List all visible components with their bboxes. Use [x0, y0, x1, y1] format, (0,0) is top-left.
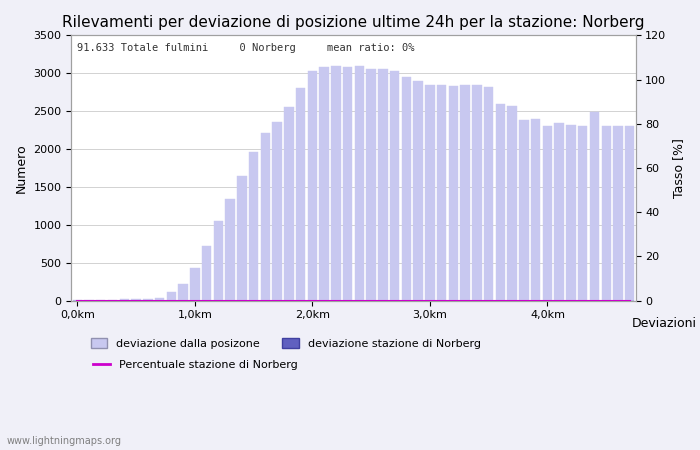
Bar: [508, 106, 517, 301]
Bar: [319, 67, 329, 301]
Bar: [590, 112, 599, 301]
Bar: [437, 86, 447, 301]
Bar: [414, 81, 423, 301]
Bar: [260, 133, 270, 301]
Bar: [578, 126, 587, 301]
Bar: [542, 126, 552, 301]
Bar: [120, 299, 129, 301]
Bar: [355, 66, 364, 301]
Bar: [202, 246, 211, 301]
Bar: [366, 69, 376, 301]
Bar: [461, 86, 470, 301]
Bar: [132, 299, 141, 301]
Legend: Percentuale stazione di Norberg: Percentuale stazione di Norberg: [89, 356, 302, 375]
Bar: [449, 86, 458, 301]
Bar: [496, 104, 505, 301]
Bar: [473, 86, 482, 301]
Bar: [519, 120, 528, 301]
Bar: [566, 125, 575, 301]
Bar: [284, 108, 293, 301]
Bar: [390, 71, 399, 301]
Bar: [108, 300, 117, 301]
Bar: [84, 300, 94, 301]
Bar: [155, 298, 164, 301]
X-axis label: Deviazioni: Deviazioni: [631, 316, 696, 329]
Bar: [143, 299, 153, 301]
Bar: [425, 86, 435, 301]
Bar: [625, 126, 634, 301]
Title: Rilevamenti per deviazione di posizione ultime 24h per la stazione: Norberg: Rilevamenti per deviazione di posizione …: [62, 15, 645, 30]
Bar: [249, 152, 258, 301]
Bar: [331, 66, 341, 301]
Bar: [601, 126, 611, 301]
Bar: [402, 77, 411, 301]
Bar: [237, 176, 246, 301]
Bar: [178, 284, 188, 301]
Text: www.lightningmaps.org: www.lightningmaps.org: [7, 436, 122, 446]
Y-axis label: Numero: Numero: [15, 143, 28, 193]
Bar: [190, 268, 199, 301]
Bar: [214, 221, 223, 301]
Bar: [531, 119, 540, 301]
Bar: [296, 88, 305, 301]
Bar: [378, 69, 388, 301]
Bar: [613, 126, 623, 301]
Bar: [225, 199, 234, 301]
Bar: [554, 123, 564, 301]
Bar: [167, 292, 176, 301]
Bar: [272, 122, 282, 301]
Bar: [343, 67, 352, 301]
Bar: [308, 71, 317, 301]
Text: 91.633 Totale fulmini     0 Norberg     mean ratio: 0%: 91.633 Totale fulmini 0 Norberg mean rat…: [77, 43, 414, 53]
Bar: [484, 87, 494, 301]
Bar: [96, 300, 106, 301]
Y-axis label: Tasso [%]: Tasso [%]: [672, 138, 685, 198]
